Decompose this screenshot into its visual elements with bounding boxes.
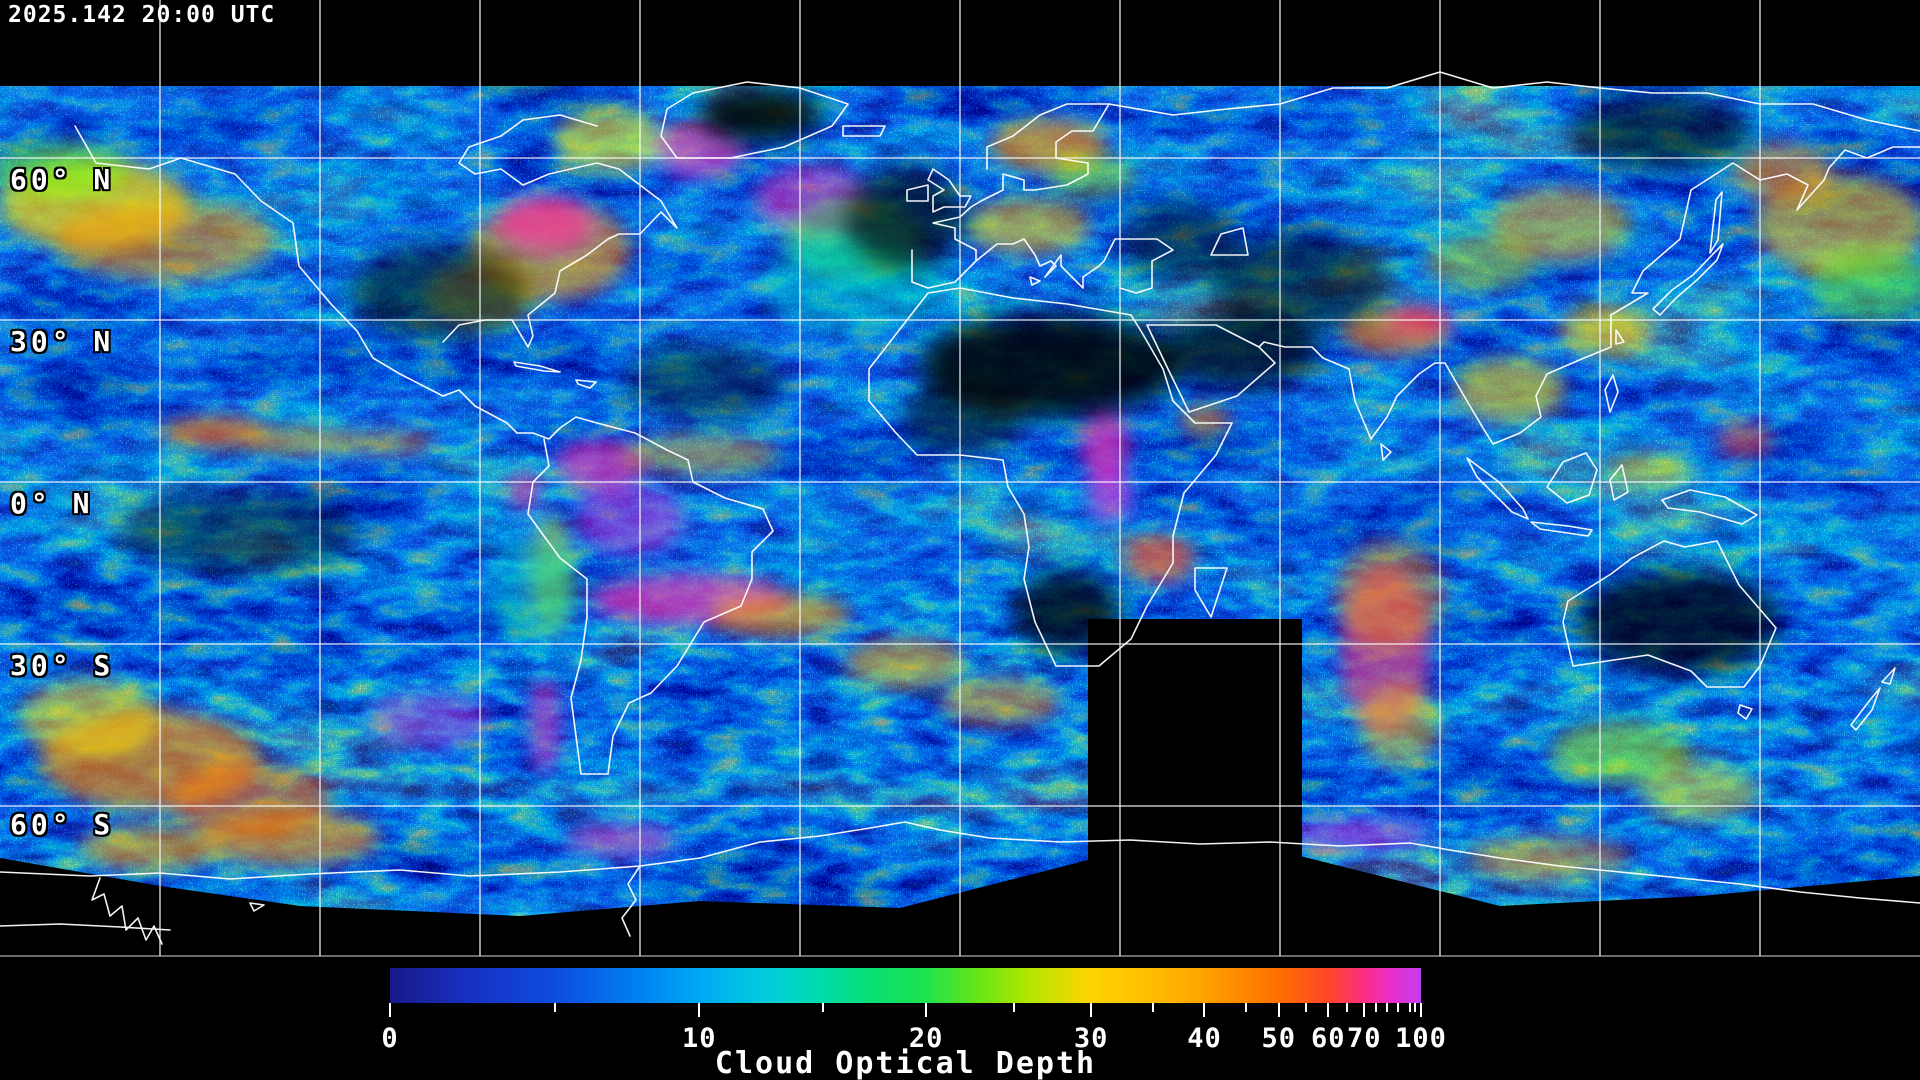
colorbar-tick-label: 40: [1187, 1023, 1222, 1054]
missing-swath-box: [1088, 619, 1302, 860]
colorbar-tick-label: 100: [1395, 1023, 1447, 1054]
clear-sky-masks: [120, 87, 1780, 674]
latitude-label: 30° N: [10, 325, 115, 358]
colorbar-tick: [553, 1003, 556, 1012]
colorbar-tick: [925, 1003, 928, 1017]
colorbar-tick: [1244, 1003, 1247, 1012]
colorbar-gradient: [390, 968, 1421, 1003]
colorbar-title: Cloud Optical Depth: [714, 1046, 1097, 1080]
graticule: [0, 0, 1920, 957]
colorbar-tick-label: 20: [908, 1023, 944, 1054]
colorbar-tick: [1420, 1003, 1422, 1017]
colorbar-tick-label: 60: [1310, 1023, 1346, 1054]
colorbar-tick-label: 0: [381, 1023, 399, 1054]
colorbar-tick-label: 70: [1347, 1023, 1382, 1054]
colorbar-tick-label: 30: [1073, 1023, 1109, 1054]
colorbar-tick: [389, 1003, 391, 1017]
colorbar-tick: [1151, 1003, 1154, 1012]
cloud-hotspots: [0, 44, 1920, 880]
coastlines: [0, 71, 1920, 945]
latitude-label: 60° S: [10, 808, 115, 841]
colorbar-tick: [698, 1003, 701, 1017]
colorbar-tick-label: 50: [1261, 1023, 1296, 1054]
timestamp: 2025.142 20:00 UTC: [8, 2, 276, 28]
colorbar-tick: [1385, 1003, 1388, 1012]
colorbar-tick: [1012, 1003, 1015, 1012]
colorbar-tick: [1304, 1003, 1307, 1012]
colorbar-tick: [822, 1003, 825, 1012]
colorbar-tick: [1408, 1003, 1411, 1012]
colorbar-tick: [1397, 1003, 1400, 1012]
latitude-label: 60° N: [10, 163, 115, 196]
colorbar-tick: [1277, 1003, 1280, 1017]
colorbar-tick: [1374, 1003, 1377, 1012]
colorbar-tick: [1345, 1003, 1348, 1012]
colorbar-tick: [1414, 1003, 1417, 1012]
colorbar-tick: [1090, 1003, 1093, 1017]
colorbar-tick: [1203, 1003, 1206, 1017]
colorbar-tick: [1363, 1003, 1366, 1017]
colorbar-axis: 0 10 20 30 40 50 60 70 100: [381, 1003, 1446, 1063]
colorbar-tick-label: 10: [682, 1023, 717, 1054]
colorbar-tick: [1327, 1003, 1330, 1017]
latitude-label: 0° N: [10, 487, 94, 520]
latitude-label: 30° S: [10, 649, 115, 682]
